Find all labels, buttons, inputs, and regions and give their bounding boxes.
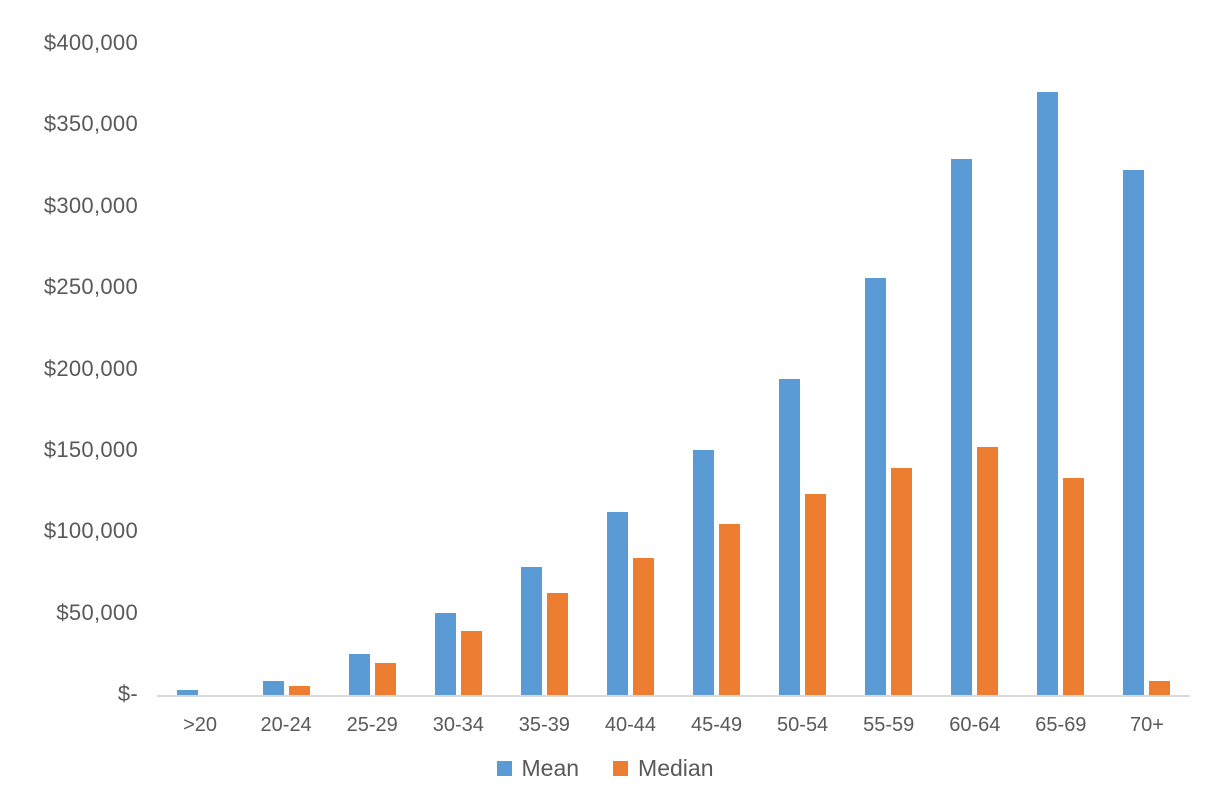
- bar-median: [632, 557, 654, 696]
- x-axis-category-label: >20: [183, 714, 217, 736]
- bar-median: [374, 663, 396, 696]
- x-axis-category-label: 45-49: [690, 714, 743, 736]
- bar-group: [587, 45, 673, 696]
- legend-label-median: Median: [638, 755, 714, 781]
- x-axis-category-label: 40-44: [604, 714, 657, 736]
- bar-mean: [693, 450, 715, 696]
- bar-median: [805, 494, 827, 696]
- bar-median: [460, 630, 482, 696]
- y-axis-tick-label: $250,000: [43, 274, 138, 300]
- x-axis-category-label: 35-39: [518, 714, 570, 736]
- bar-group: [1104, 45, 1190, 696]
- bar-median: [288, 686, 310, 696]
- bar-mean: [262, 681, 284, 696]
- y-axis-tick-label: $200,000: [43, 355, 138, 381]
- bar-median: [977, 447, 999, 696]
- x-axis-category-label: 60-64: [949, 714, 1001, 736]
- bar-group: [760, 45, 846, 696]
- bar-mean: [176, 689, 198, 696]
- bar-mean: [520, 567, 542, 696]
- bar-group: [501, 45, 587, 696]
- x-axis-category-label: 50-54: [777, 714, 829, 736]
- bar-group: [674, 45, 760, 696]
- y-axis-tick-label: $50,000: [56, 599, 138, 625]
- bar-group: [329, 45, 415, 696]
- x-axis-line: [157, 695, 1190, 697]
- bar-mean: [434, 613, 456, 696]
- bar-median: [1149, 681, 1171, 696]
- bar-median: [1063, 477, 1085, 696]
- legend-item-median: Median: [613, 755, 713, 782]
- median-series-swatch-icon: [613, 761, 629, 776]
- x-axis-category-label: 25-29: [346, 714, 398, 736]
- bar-group: [415, 45, 501, 696]
- y-axis-tick-label: $350,000: [43, 111, 138, 137]
- mean-series-swatch-icon: [496, 761, 512, 776]
- bar-median: [546, 593, 568, 696]
- x-axis-category-label: 65-69: [1035, 714, 1087, 736]
- legend: Mean Median: [0, 755, 1210, 782]
- bar-mean: [606, 512, 628, 696]
- x-axis-category-label: 55-59: [863, 714, 915, 736]
- bar-group: [932, 45, 1018, 696]
- y-axis-tick-label: $-: [117, 681, 138, 706]
- bar-mean: [348, 653, 370, 696]
- y-axis-tick-label: $150,000: [43, 436, 138, 462]
- legend-item-mean: Mean: [496, 755, 580, 782]
- x-axis-category-label: 70+: [1129, 714, 1164, 736]
- x-axis-category-label: 30-34: [432, 714, 484, 736]
- bar-mean: [1037, 92, 1059, 696]
- bar-group: [243, 45, 329, 696]
- bar-median: [891, 468, 913, 696]
- legend-label-mean: Mean: [521, 755, 580, 781]
- bar-mean: [779, 378, 801, 696]
- y-axis-tick-label: $300,000: [43, 192, 138, 218]
- bar-mean: [1123, 170, 1145, 696]
- y-axis-tick-label: $400,000: [43, 30, 138, 55]
- bar-group: [846, 45, 932, 696]
- bar-median: [719, 523, 741, 696]
- y-axis-tick-label: $100,000: [43, 518, 138, 544]
- x-axis-category-label: 20-24: [260, 714, 312, 736]
- bar-group: [1018, 45, 1104, 696]
- bar-group: [157, 45, 243, 696]
- bar-mean: [865, 277, 887, 696]
- bar-mean: [951, 158, 973, 696]
